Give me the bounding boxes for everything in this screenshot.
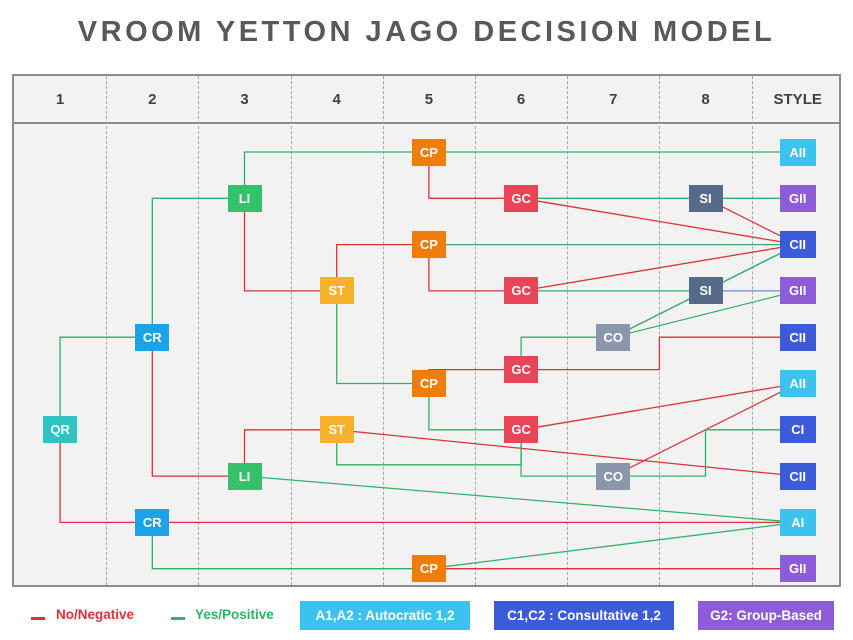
edge-st_bot-s8 [336,429,798,477]
column-header-8: 8 [701,91,710,108]
node-s7: CI [779,416,816,444]
no-legend-label: No/Negative [56,607,135,622]
edge-gc1-s3 [520,197,798,246]
node-li_bot: LI [227,462,262,490]
column-divider [198,76,200,585]
node-s9: AI [779,508,816,536]
node-s8: CII [779,462,816,490]
edge-qr-cr_bot [59,429,153,524]
node-gc2: GC [504,277,539,305]
group-based-legend-box: G2: Group-Based [698,601,834,630]
node-co1: CO [596,323,631,351]
edge-st_top-cp3 [336,290,429,385]
edge-gc3-s5 [521,336,798,371]
node-li_top: LI [227,184,262,212]
consultative-legend-box: C1,C2 : Consultative 1,2 [494,601,674,630]
edge-cr_bot-cp4 [151,522,429,570]
node-s3: CII [779,231,816,259]
edge-cp2-gc2 [428,244,522,292]
node-st_top: ST [319,277,354,305]
node-s10: GII [779,555,816,583]
column-header-4: 4 [332,91,341,108]
no-legend-swatch [31,617,45,620]
column-header-style: STYLE [773,91,822,108]
column-header-3: 3 [240,91,249,108]
edge-co1-s4 [613,290,798,338]
column-header-1: 1 [55,91,65,108]
node-gc1: GC [504,184,539,212]
column-header-row [14,76,839,124]
node-s5: CII [779,323,816,351]
node-s6: AII [779,370,816,397]
edge-qr-cr_top [59,336,153,430]
node-gc3: GC [504,356,539,384]
edge-cp4-s9 [428,521,798,570]
column-header-6: 6 [516,91,526,108]
edge-cp3-gc4 [428,383,522,431]
node-s4: GII [779,277,816,305]
column-divider [290,76,292,585]
page-title: VROOM YETTON JAGO DECISION MODEL [77,16,776,48]
column-header-5: 5 [424,91,434,108]
node-s2: GII [779,184,816,212]
node-st_bot: ST [319,416,354,444]
node-gc4: GC [504,416,539,444]
node-cp4: CP [411,555,446,583]
edge-cr_top-li_bot [151,337,245,477]
column-divider [659,76,661,585]
yes-legend-swatch [171,617,185,620]
edge-cp1-gc1 [428,152,522,199]
column-header-7: 7 [609,91,618,108]
column-divider [567,76,569,585]
node-co2: CO [596,462,631,490]
edge-st_top-cp2 [336,243,429,291]
node-cr_bot: CR [135,508,170,536]
node-si2: SI [688,277,723,305]
edge-gc2-s3 [520,243,798,292]
yes-legend-label: Yes/Positive [195,607,274,622]
node-cp3: CP [411,370,446,397]
column-divider [106,76,108,585]
node-s1: AII [779,138,816,166]
node-cr_top: CR [135,323,170,351]
node-si1: SI [688,184,723,212]
column-divider [382,76,384,585]
edge-li_bot-s9 [244,475,798,524]
edge-co2-s7 [613,429,798,477]
column-divider [751,76,753,585]
column-divider [475,76,476,585]
edge-cr_top-li_top [151,197,245,338]
edge-gc4-s6 [520,382,798,431]
node-qr: QR [43,416,78,444]
column-header-2: 2 [148,91,157,108]
edge-st_bot-gc4 [336,429,522,466]
node-cp1: CP [411,138,446,166]
edge-li_top-st_top [243,198,337,292]
edge-li_top-cp1 [243,151,429,199]
node-cp2: CP [411,231,446,259]
autocratic-legend-box: A1,A2 : Autocratic 1,2 [300,601,470,630]
edge-li_bot-st_bot [243,429,337,477]
